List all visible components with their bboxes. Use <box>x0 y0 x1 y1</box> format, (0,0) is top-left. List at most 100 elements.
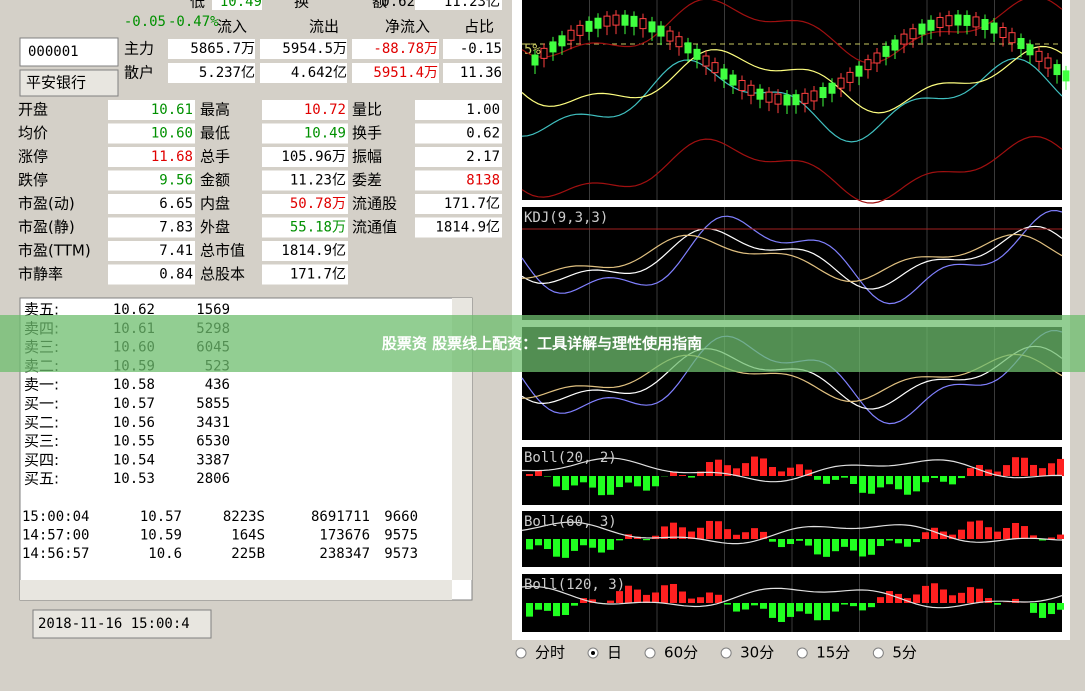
trade-cell: 10.57 <box>140 509 182 525</box>
flow-value: 4.642亿 <box>291 65 347 81</box>
histogram-bar <box>742 463 749 476</box>
histogram-bar <box>832 476 839 480</box>
quote-label: 外盘 <box>200 218 230 236</box>
period-option[interactable]: 分时 <box>535 644 565 662</box>
histogram-bar <box>562 476 569 490</box>
trade-cell: 10.6 <box>148 546 182 562</box>
candle <box>793 95 799 105</box>
change-pct: -0.47% <box>168 14 219 30</box>
histogram-bar <box>1030 465 1037 476</box>
flow-header: 占比 <box>464 18 494 36</box>
histogram-bar <box>1030 603 1037 613</box>
histogram-bar <box>850 603 857 606</box>
histogram-bar <box>877 539 884 546</box>
histogram-bar <box>724 603 731 605</box>
histogram-bar <box>841 476 848 478</box>
histogram-bar <box>958 530 965 539</box>
histogram-bar <box>976 589 983 603</box>
histogram-bar <box>1057 459 1064 476</box>
quote-value: 10.60 <box>151 126 193 142</box>
quote-label: 流通值 <box>352 218 397 236</box>
quote-label: 内盘 <box>200 195 230 213</box>
histogram-bar <box>1039 468 1046 476</box>
period-option[interactable]: 60分 <box>664 644 698 662</box>
histogram-bar <box>580 539 587 545</box>
radio[interactable] <box>873 648 883 658</box>
candle <box>667 31 673 41</box>
stock-name: 平安银行 <box>26 74 86 92</box>
flow-header: 流入 <box>217 18 247 36</box>
candle <box>595 18 601 28</box>
histogram-bar <box>994 603 1001 605</box>
period-option[interactable]: 5分 <box>892 644 917 662</box>
quote-value: 7.83 <box>159 220 193 236</box>
order-price: 10.55 <box>113 434 155 450</box>
candle <box>757 89 763 99</box>
quote-label: 最低 <box>200 124 230 142</box>
histogram-bar <box>598 539 605 553</box>
radio[interactable] <box>516 648 526 658</box>
candle <box>1018 39 1024 49</box>
histogram-bar <box>733 535 740 539</box>
histogram-bar <box>832 603 839 612</box>
histogram-bar <box>859 603 866 610</box>
candle <box>784 95 790 105</box>
histogram-bar <box>895 539 902 543</box>
partial-cell: 11.23亿 <box>444 0 500 10</box>
histogram-bar <box>526 474 533 476</box>
histogram-bar <box>868 539 875 555</box>
histogram-bar <box>742 603 749 610</box>
trade-cell: 14:57:00 <box>22 528 89 544</box>
radio[interactable] <box>797 648 807 658</box>
histogram-bar <box>535 539 542 545</box>
histogram-bar <box>976 521 983 539</box>
histogram-bar <box>967 587 974 603</box>
partial-cell: 换 <box>294 0 309 11</box>
timestamp: 2018-11-16 15:00:4 <box>38 616 190 632</box>
histogram-bar <box>886 476 893 484</box>
candle <box>649 22 655 32</box>
partial-cell: 10.49 <box>220 0 262 10</box>
histogram-bar <box>922 476 929 482</box>
flow-label: 主力 <box>124 40 154 58</box>
histogram-bar <box>796 464 803 476</box>
candle <box>973 17 979 27</box>
partial-cell: 额 <box>372 0 387 11</box>
quote-label: 金额 <box>200 171 230 189</box>
histogram-bar <box>724 529 731 539</box>
order-volume: 6530 <box>196 434 230 450</box>
quote-label: 均价 <box>18 124 48 142</box>
candle <box>640 19 646 29</box>
banner-text: 股票资 股票线上配资：工具详解与理性使用指南 <box>382 335 702 353</box>
radio[interactable] <box>645 648 655 658</box>
order-price: 10.58 <box>113 377 155 393</box>
trade-cell: 15:00:04 <box>22 509 89 525</box>
quote-label: 总手 <box>200 148 230 166</box>
histogram-bar <box>904 476 911 495</box>
candle <box>901 34 907 44</box>
candle <box>1054 65 1060 75</box>
radio[interactable] <box>721 648 731 658</box>
quote-value: 11.68 <box>151 149 193 165</box>
period-option[interactable]: 15分 <box>816 644 850 662</box>
candle <box>838 78 844 88</box>
period-option[interactable]: 日 <box>607 644 622 662</box>
quote-label: 总市值 <box>200 242 245 260</box>
candle <box>1009 33 1015 43</box>
histogram-bar <box>769 539 776 542</box>
histogram-bar <box>661 585 668 603</box>
histogram-bar <box>1012 523 1019 539</box>
quote-label: 市盈(动) <box>18 195 75 213</box>
quote-label: 换手 <box>352 124 382 142</box>
flow-value: 5954.5万 <box>282 41 347 57</box>
flow-header: 净流入 <box>385 18 430 36</box>
histogram-bar <box>958 593 965 603</box>
histogram-bar <box>787 468 794 476</box>
quote-value: 1.00 <box>466 102 500 118</box>
histogram-bar <box>823 603 830 620</box>
trade-cell: 8691711 <box>311 509 370 525</box>
histogram-bar <box>607 539 614 550</box>
period-option[interactable]: 30分 <box>740 644 774 662</box>
order-volume: 436 <box>205 377 230 393</box>
candle <box>577 25 583 35</box>
